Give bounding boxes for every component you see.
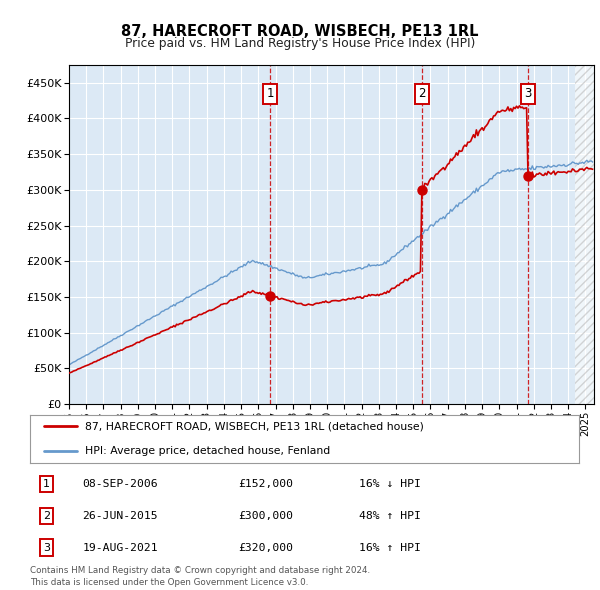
Text: 2: 2 xyxy=(43,511,50,520)
Text: 87, HARECROFT ROAD, WISBECH, PE13 1RL: 87, HARECROFT ROAD, WISBECH, PE13 1RL xyxy=(121,24,479,38)
Text: £152,000: £152,000 xyxy=(239,479,293,489)
Text: Contains HM Land Registry data © Crown copyright and database right 2024.: Contains HM Land Registry data © Crown c… xyxy=(30,566,370,575)
Text: 48% ↑ HPI: 48% ↑ HPI xyxy=(359,511,421,520)
Text: 3: 3 xyxy=(43,543,50,552)
Text: 26-JUN-2015: 26-JUN-2015 xyxy=(82,511,158,520)
Text: This data is licensed under the Open Government Licence v3.0.: This data is licensed under the Open Gov… xyxy=(30,578,308,586)
Text: £320,000: £320,000 xyxy=(239,543,293,552)
Text: HPI: Average price, detached house, Fenland: HPI: Average price, detached house, Fenl… xyxy=(85,445,330,455)
Bar xyxy=(575,65,600,404)
Text: 19-AUG-2021: 19-AUG-2021 xyxy=(82,543,158,552)
Text: 1: 1 xyxy=(43,479,50,489)
Text: 2: 2 xyxy=(418,87,425,100)
Text: 16% ↓ HPI: 16% ↓ HPI xyxy=(359,479,421,489)
Text: 3: 3 xyxy=(524,87,531,100)
Text: 1: 1 xyxy=(266,87,274,100)
Text: 87, HARECROFT ROAD, WISBECH, PE13 1RL (detached house): 87, HARECROFT ROAD, WISBECH, PE13 1RL (d… xyxy=(85,421,424,431)
Text: 16% ↑ HPI: 16% ↑ HPI xyxy=(359,543,421,552)
Text: 08-SEP-2006: 08-SEP-2006 xyxy=(82,479,158,489)
Text: £300,000: £300,000 xyxy=(239,511,293,520)
Text: Price paid vs. HM Land Registry's House Price Index (HPI): Price paid vs. HM Land Registry's House … xyxy=(125,37,475,50)
